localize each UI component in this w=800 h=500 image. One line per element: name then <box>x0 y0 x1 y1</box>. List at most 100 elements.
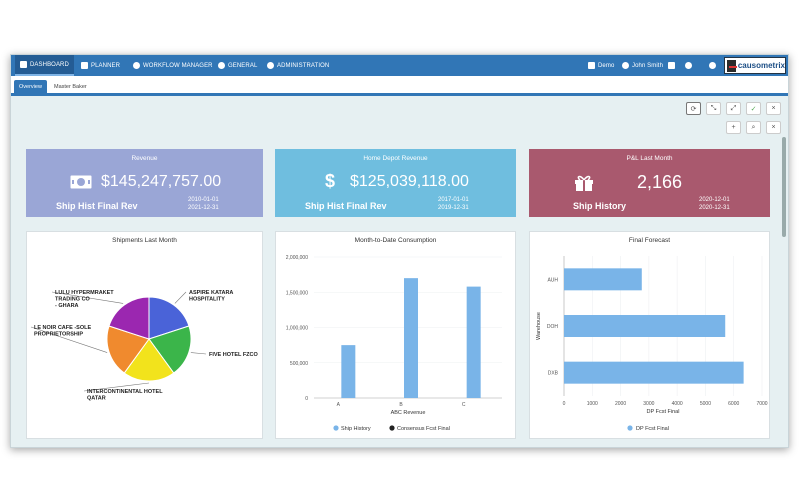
x-tick-label: 6000 <box>728 401 739 407</box>
pie-slice-lulu-hypermraket-trading-co-ghara[interactable] <box>108 296 150 340</box>
confirm-button[interactable]: ✓ <box>746 102 761 115</box>
y-tick-label: 500,000 <box>290 361 308 367</box>
chat-icon <box>685 62 692 69</box>
pie-slice-aspire-katara-hospitality[interactable] <box>148 296 190 340</box>
compress-button[interactable]: ⤡ <box>706 102 721 115</box>
x-tick-label: C <box>462 402 466 408</box>
kpi-dates: 2010-01-01 2021-12-31 <box>188 196 219 212</box>
pie-label: - GHARA <box>55 303 79 309</box>
x-tick-label: 1000 <box>587 401 598 407</box>
legend-marker <box>389 425 395 431</box>
pie-leader-line <box>190 352 207 355</box>
pie-label: INTERCONTINENTAL HOTEL <box>87 389 163 395</box>
pie-label: HOSPITALITY <box>189 297 225 303</box>
close-button[interactable]: × <box>766 102 781 115</box>
kpi-label: Ship Hist Final Rev <box>56 201 138 211</box>
panel-shipments-last-month: Shipments Last Month ASPIRE KATARA HOSPIT… <box>26 231 263 439</box>
refresh-button[interactable]: ⟳ <box>686 102 701 115</box>
chart-title: Shipments Last Month <box>112 237 177 244</box>
search-button[interactable]: ⌕ <box>746 121 761 134</box>
x-tick-label: 5000 <box>700 401 711 407</box>
wrench-button[interactable] <box>668 55 675 76</box>
pie-slice-le-noir-cafe-sole-proprietorship[interactable] <box>106 325 150 374</box>
check-icon: ✓ <box>750 105 757 113</box>
kpi-pl-last-month: P&L Last Month 2,166 Ship History 2020-1… <box>529 149 770 217</box>
bar-doh[interactable] <box>564 315 726 337</box>
chart-icon <box>20 61 27 68</box>
bar-chart: 0 500,000 1,000,000 1,500,000 2,000,000 A B C AB… <box>286 255 502 432</box>
kpi-title: P&L Last Month <box>626 155 673 162</box>
nav-planner[interactable]: PLANNER <box>81 55 120 76</box>
y-tick-label: 2,000,000 <box>286 255 308 261</box>
pie-leader-line <box>83 382 150 392</box>
app-window: DASHBOARD PLANNER WORKFLOW MANAGER GENER… <box>10 54 789 448</box>
horizontal-bar-chart: 0 1000 2000 3000 4000 5000 6000 7000 AUH DOH DXB DP… <box>536 256 768 432</box>
money-icon <box>70 175 92 189</box>
kpi-date-to: 2021-12-31 <box>188 205 219 211</box>
nav-administration[interactable]: ADMINISTRATION <box>267 55 329 76</box>
power-icon <box>709 62 716 69</box>
gift-icon <box>575 175 593 191</box>
x-tick-label: 0 <box>563 401 566 407</box>
pie-leader-line <box>30 326 108 353</box>
cube-icon <box>81 62 88 69</box>
pie-label: LULU HYPERMRAKET <box>55 290 114 296</box>
bar-a[interactable] <box>341 345 356 398</box>
pie-slice-intercontinental-hotel-qatar[interactable] <box>123 338 175 382</box>
legend-marker <box>333 425 339 431</box>
scrollbar[interactable] <box>782 137 786 237</box>
remove-button[interactable]: × <box>766 121 781 134</box>
kpi-date-from: 2017-01-01 <box>438 197 469 203</box>
y-tick-label: 1,500,000 <box>286 290 308 296</box>
chat-button[interactable] <box>685 55 692 76</box>
search-icon: ⌕ <box>751 123 756 131</box>
nav-dashboard[interactable]: DASHBOARD <box>15 55 74 76</box>
pie-leader-line <box>51 291 124 304</box>
kpi-dates: 2020-12-01 2020-12-31 <box>699 196 730 212</box>
x-axis-label: ABC Revenue <box>391 410 426 416</box>
pie-label: PROPRIETORSHIP <box>34 332 83 338</box>
bar-b[interactable] <box>404 278 418 398</box>
legend-item[interactable]: Ship History <box>341 426 371 432</box>
compress-icon: ⤡ <box>710 104 717 112</box>
pie-label: ASPIRE KATARA <box>189 290 233 296</box>
chart-title: Final Forecast <box>628 237 671 244</box>
power-button[interactable] <box>709 55 716 76</box>
sub-tabs: Overview Master Baker <box>11 76 788 96</box>
expand-button[interactable]: ⤢ <box>726 102 741 115</box>
legend-marker <box>627 425 633 431</box>
kpi-title: Home Depot Revenue <box>363 155 428 162</box>
x-tick-label: 4000 <box>672 401 683 407</box>
y-tick-label: 1,000,000 <box>286 326 308 332</box>
bar-dxb[interactable] <box>564 361 744 384</box>
y-tick-label: DOH <box>547 324 559 330</box>
tab-master-baker[interactable]: Master Baker <box>54 83 87 90</box>
nav-general[interactable]: GENERAL <box>218 55 257 76</box>
add-button[interactable]: + <box>726 121 741 134</box>
bar-auh[interactable] <box>564 268 642 291</box>
bar-c[interactable] <box>466 286 481 398</box>
add-icon: + <box>731 124 736 131</box>
x-tick-label: 2000 <box>615 401 626 407</box>
pie-slice-five-hotel-fzco[interactable] <box>148 325 192 374</box>
close-icon: × <box>771 105 776 112</box>
kpi-date-from: 2010-01-01 <box>188 197 219 203</box>
nav-workflow-manager[interactable]: WORKFLOW MANAGER <box>133 55 213 76</box>
y-axis-label: Warehouse <box>536 312 542 340</box>
tab-overview[interactable]: Overview <box>14 80 47 93</box>
bell-icon <box>218 62 225 69</box>
home-icon <box>588 62 595 69</box>
y-tick-label: DXB <box>548 371 559 377</box>
user-icon <box>622 62 629 69</box>
legend-item[interactable]: Consensus Fcst Final <box>397 426 450 432</box>
nav-user[interactable]: John Smith <box>622 55 663 76</box>
kpi-value: $145,247,757.00 <box>101 173 222 190</box>
kpi-title: Revenue <box>131 155 158 162</box>
kpi-dates: 2017-01-01 2019-12-31 <box>438 196 469 212</box>
nav-home-demo[interactable]: Demo <box>588 55 614 76</box>
legend-item[interactable]: DP Fcst Final <box>636 426 669 432</box>
top-navbar: DASHBOARD PLANNER WORKFLOW MANAGER GENER… <box>11 55 788 76</box>
pie-leader-line <box>174 291 187 304</box>
pie-label: FIVE HOTEL FZCO <box>209 352 259 358</box>
